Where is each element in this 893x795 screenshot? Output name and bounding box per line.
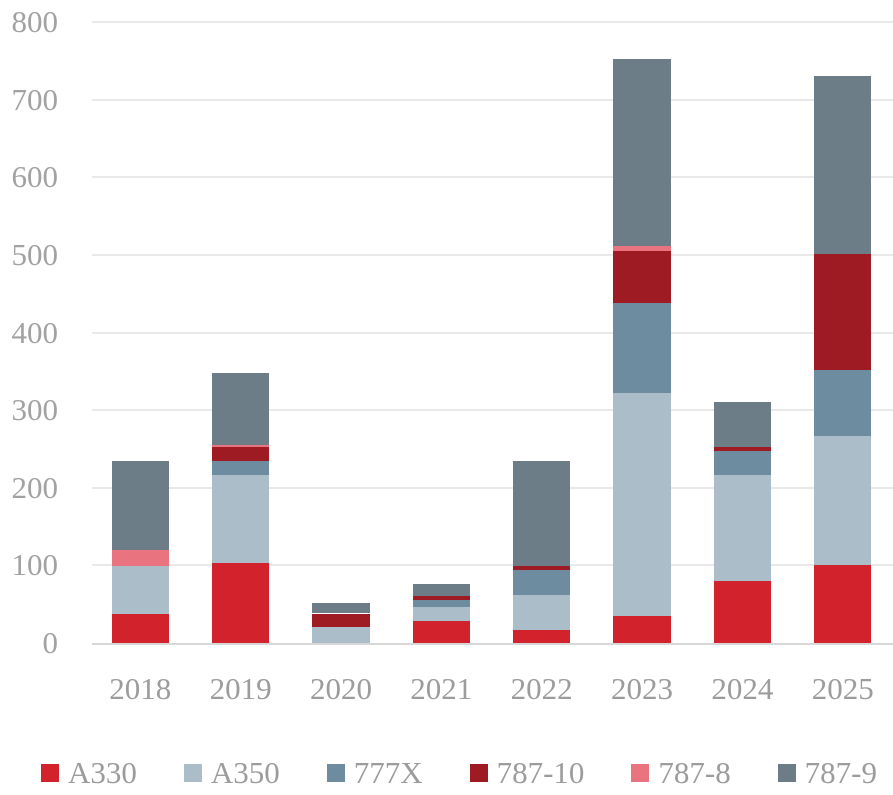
bar-2018-segment-a330 [111,614,169,643]
bar-2023-segment-a350 [613,393,671,616]
bar-2019-segment-a350 [211,474,270,564]
bar-2018-segment-787-9 [111,460,169,550]
legend-label: 777X [353,755,423,790]
bar-2024-segment-787-10 [713,446,772,452]
bar-2020-segment-787-9 [312,603,370,614]
x-axis-label-2018: 2018 [109,671,172,706]
bar-2021-segment-a350 [412,606,471,622]
legend-swatch-icon [631,764,650,782]
bar-2019-segment-a330 [211,563,270,643]
bar-2025-segment-787-10 [813,254,872,370]
bar-2022-segment-a330 [512,629,571,643]
bar-2021-segment-787-10 [412,596,471,600]
legend-item-787-10: 787-10 [469,755,585,790]
legend-swatch-icon [777,764,796,782]
bar-2021-segment-a330 [412,621,471,643]
legend-swatch-icon [469,764,488,782]
bar-2023-segment-777x [613,303,671,394]
y-axis-label-200: 200 [11,469,59,505]
bar-2020-segment-a350 [312,626,370,643]
bar-2020-segment-787-10 [312,613,370,627]
y-axis-label-800: 800 [11,4,59,39]
bar-2019-segment-787-8 [211,445,270,448]
y-axis-label-400: 400 [11,314,59,350]
y-axis-label-600: 600 [11,159,59,195]
bar-2021-segment-787-9 [412,584,471,597]
bar-2023-segment-787-9 [613,59,671,247]
bar-2018-segment-787-8 [111,549,169,567]
legend-swatch-icon [41,764,59,782]
bar-2025-segment-787-9 [813,75,872,255]
x-axis-line [92,643,893,645]
y-axis-label-100: 100 [11,547,59,583]
x-axis-label-2025: 2025 [811,671,874,706]
gridline-700 [92,98,893,101]
bar-2022-segment-777x [512,570,571,595]
gridline-100 [92,564,893,567]
gridline-500 [92,253,893,256]
legend-item-777x: 777X [326,755,423,790]
legend-swatch-icon [183,764,202,782]
bar-2024-segment-a330 [713,580,772,643]
legend-label: A330 [68,755,137,790]
y-axis-label-300: 300 [11,392,59,428]
bar-2022-segment-a350 [512,594,571,630]
bar-2018-segment-a350 [111,566,169,615]
gridline-800 [92,21,893,23]
bar-2021-segment-777x [412,599,471,607]
x-axis-label-2024: 2024 [711,671,774,706]
bar-2024-segment-787-9 [713,402,772,447]
bar-2022-segment-787-9 [512,461,571,567]
legend-item-a330: A330 [41,756,137,790]
x-axis-label-2021: 2021 [410,671,473,706]
gridline-600 [92,176,893,179]
bar-2024-segment-777x [713,451,772,475]
legend-item-787-9: 787-9 [777,755,877,790]
gridline-300 [92,409,893,412]
chart-legend: A330 A350 777X 787-10 787-8 787-9 [0,752,893,794]
legend-item-a350: A350 [183,755,280,790]
gridline-400 [92,331,893,334]
gridline-200 [92,486,893,489]
bar-2025-segment-a330 [813,565,872,643]
x-axis-label-2020: 2020 [309,671,372,706]
bar-2019-segment-787-10 [211,447,270,461]
legend-label: 787-9 [804,755,877,790]
bar-2025-segment-a350 [813,435,872,566]
bar-2024-segment-a350 [713,474,772,581]
bar-2022-segment-787-10 [512,566,571,571]
bar-2023-segment-787-8 [613,246,671,251]
legend-item-787-8: 787-8 [631,755,731,790]
y-axis-label-500: 500 [11,236,59,272]
legend-swatch-icon [326,764,345,782]
x-axis-label-2019: 2019 [209,671,272,706]
bar-2019-segment-787-9 [211,372,270,446]
legend-label: 787-8 [658,755,731,790]
legend-label: 787-10 [496,755,585,790]
bar-2019-segment-777x [211,460,270,475]
x-axis-label-2023: 2023 [611,671,673,706]
legend-label: A350 [210,755,280,790]
bar-2025-segment-777x [813,369,872,436]
x-axis-label-2022: 2022 [510,671,573,706]
bar-2023-segment-a330 [613,615,671,643]
y-axis-label-700: 700 [11,81,59,117]
bar-2023-segment-787-10 [613,250,671,303]
y-axis-label-0: 0 [42,625,59,660]
